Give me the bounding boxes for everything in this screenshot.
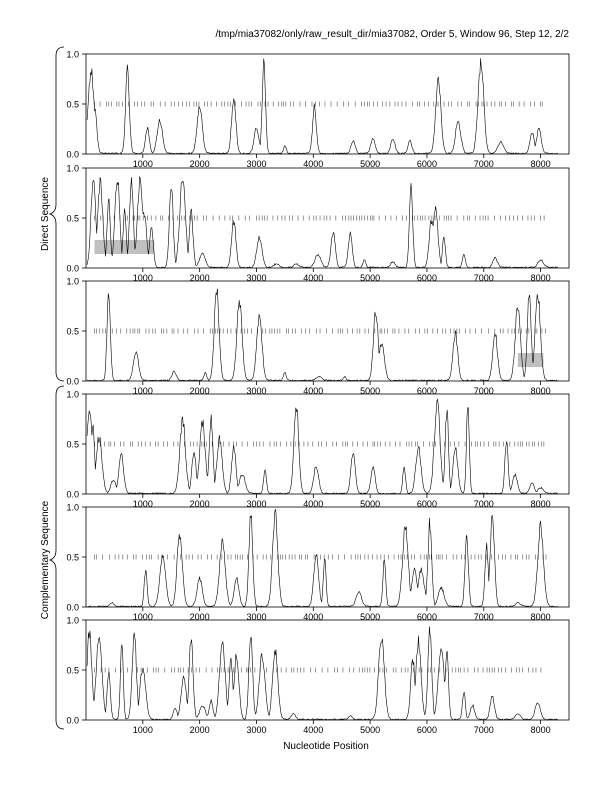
y-tick-label: 0.0	[66, 716, 79, 726]
x-tick-label: 5000	[360, 273, 380, 283]
x-tick-label: 1000	[133, 159, 153, 169]
y-tick-label: 0.5	[66, 666, 79, 676]
x-tick-label: 8000	[531, 499, 551, 509]
x-tick-label: 4000	[303, 612, 323, 622]
highlight-region	[94, 240, 155, 254]
direct-strand-brace	[48, 46, 65, 382]
plot-frame	[85, 393, 570, 495]
x-tick-label: 8000	[531, 612, 551, 622]
x-tick-label: 3000	[246, 725, 266, 735]
y-tick-label: 1.0	[66, 503, 79, 513]
x-tick-label: 2000	[190, 725, 210, 735]
x-tick-label: 5000	[360, 499, 380, 509]
x-tick-label: 3000	[246, 612, 266, 622]
x-tick-label: 1000	[133, 499, 153, 509]
plot-frame	[85, 280, 570, 382]
x-tick-label: 8000	[531, 386, 551, 396]
x-tick-label: 3000	[246, 499, 266, 509]
x-tick-label: 5000	[360, 386, 380, 396]
x-tick-label: 6000	[417, 159, 437, 169]
highlight-region	[517, 353, 544, 367]
x-tick-label: 5000	[360, 159, 380, 169]
x-tick-label: 5000	[360, 612, 380, 622]
x-tick-label: 4000	[303, 499, 323, 509]
x-tick-label: 6000	[417, 725, 437, 735]
y-tick-label: 0.0	[66, 264, 79, 274]
x-tick-label: 6000	[417, 612, 437, 622]
x-tick-label: 1000	[133, 273, 153, 283]
x-tick-label: 6000	[417, 273, 437, 283]
complementary-strand-brace	[48, 385, 65, 730]
signal-line	[86, 626, 558, 721]
x-tick-label: 1000	[133, 612, 153, 622]
x-tick-label: 7000	[474, 159, 494, 169]
x-tick-label: 8000	[531, 725, 551, 735]
signal-line	[86, 398, 558, 495]
chart-panel-complementary-frame-3: 0.0 0.5 1.0 1000 2000 3000 4000 5000 6000 7000 800…	[66, 616, 570, 735]
x-tick-label: 6000	[417, 499, 437, 509]
x-tick-label: 2000	[190, 499, 210, 509]
x-tick-label: 7000	[474, 499, 494, 509]
y-tick-label: 0.5	[66, 100, 79, 110]
x-tick-label: 7000	[474, 725, 494, 735]
x-tick-label: 2000	[190, 273, 210, 283]
x-tick-label: 4000	[303, 725, 323, 735]
y-tick-label: 1.0	[66, 164, 79, 174]
signal-line	[86, 176, 558, 269]
y-tick-label: 0.5	[66, 327, 79, 337]
y-tick-label: 0.0	[66, 603, 79, 613]
y-tick-label: 1.0	[66, 390, 79, 400]
x-tick-label: 7000	[474, 273, 494, 283]
x-tick-label: 4000	[303, 386, 323, 396]
x-tick-label: 2000	[190, 612, 210, 622]
x-tick-label: 7000	[474, 386, 494, 396]
y-tick-label: 0.0	[66, 490, 79, 500]
y-tick-label: 1.0	[66, 616, 79, 626]
y-tick-label: 1.0	[66, 50, 79, 60]
chart-panel-direct-frame-1: 0.0 0.5 1.0 1000 2000 3000 4000 5000 6000 7000 800…	[66, 50, 570, 169]
x-axis-label: Nucleotide Position	[283, 741, 369, 752]
x-tick-label: 1000	[133, 386, 153, 396]
x-tick-label: 8000	[531, 159, 551, 169]
x-tick-label: 2000	[190, 159, 210, 169]
figure-header: /tmp/mia37082/only/raw_result_dir/mia370…	[215, 29, 569, 40]
x-tick-label: 5000	[360, 725, 380, 735]
direct-sequence-label: Direct Sequence	[40, 177, 51, 251]
y-tick-label: 0.5	[66, 553, 79, 563]
x-tick-label: 3000	[246, 159, 266, 169]
chart-panels: 0.0 0.5 1.0 1000 2000 3000 4000 5000 6000 7000 800…	[66, 50, 570, 735]
signal-line	[87, 288, 558, 382]
chart-panel-complementary-frame-1: 0.0 0.5 1.0 1000 2000 3000 4000 5000 6000 7000 800…	[66, 390, 570, 509]
y-tick-label: 0.5	[66, 214, 79, 224]
chart-panel-direct-frame-3: 0.0 0.5 1.0 1000 2000 3000 4000 5000 6000 7000 800…	[66, 277, 570, 396]
y-tick-label: 1.0	[66, 277, 79, 287]
plot-frame	[85, 167, 570, 269]
x-tick-label: 7000	[474, 612, 494, 622]
x-tick-label: 3000	[246, 273, 266, 283]
chart-panel-complementary-frame-2: 0.0 0.5 1.0 1000 2000 3000 4000 5000 6000 7000 800…	[66, 503, 570, 622]
plot-frame	[85, 53, 570, 155]
x-tick-label: 3000	[246, 386, 266, 396]
x-tick-label: 4000	[303, 159, 323, 169]
x-tick-label: 4000	[303, 273, 323, 283]
x-tick-label: 8000	[531, 273, 551, 283]
x-tick-label: 1000	[133, 725, 153, 735]
y-tick-label: 0.5	[66, 440, 79, 450]
y-tick-label: 0.0	[66, 150, 79, 160]
complementary-sequence-label: Complementary Sequence	[40, 500, 51, 619]
chart-panel-direct-frame-2: 0.0 0.5 1.0 1000 2000 3000 4000 5000 6000 7000 800…	[66, 164, 570, 283]
y-tick-label: 0.0	[66, 377, 79, 387]
x-tick-label: 6000	[417, 386, 437, 396]
x-tick-label: 2000	[190, 386, 210, 396]
signal-line	[86, 58, 558, 155]
